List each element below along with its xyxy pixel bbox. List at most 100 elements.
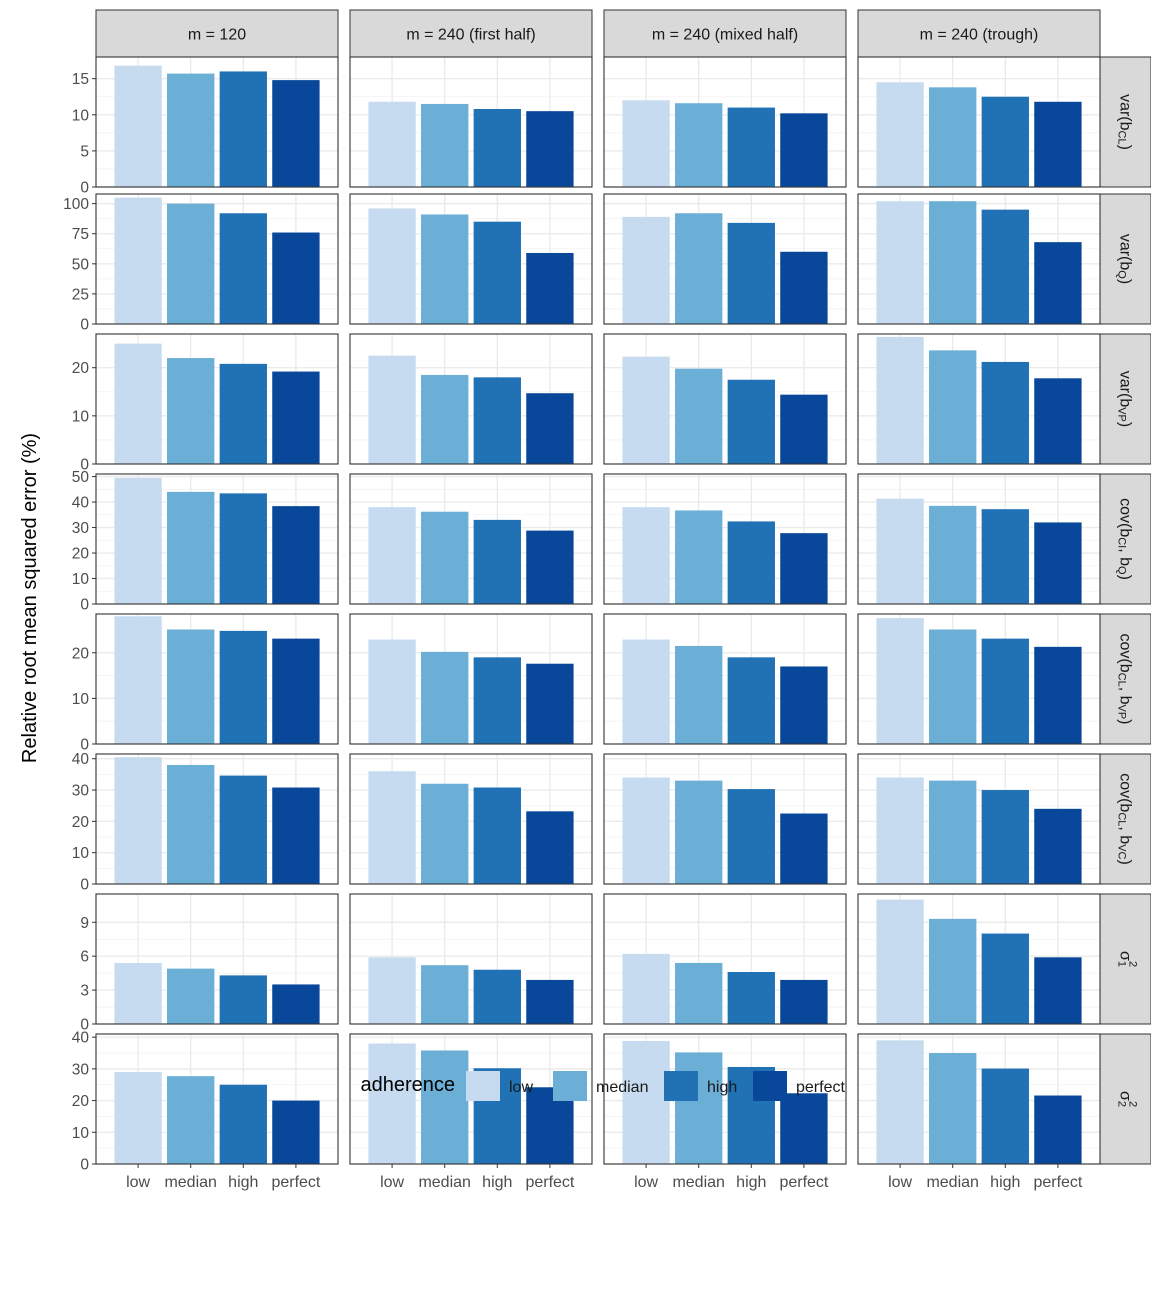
bar-cov-b-cl-b-vc-col4-perfect — [1034, 808, 1082, 884]
y-tick-label: 50 — [72, 469, 90, 486]
panel-r7-c1 — [95, 893, 339, 1025]
bar-var-b-q-col2-low — [368, 208, 416, 324]
bar-var-b-cl-col3-low — [622, 100, 670, 187]
panel-border — [603, 1033, 847, 1165]
y-tick-label: 0 — [80, 1157, 89, 1174]
panel-border — [349, 893, 593, 1025]
bar-cov-b-cl-b-vc-col3-high — [727, 789, 775, 884]
x-tick-label-high: high — [482, 1174, 512, 1191]
row-strip-bg — [1099, 753, 1151, 885]
bar-var-b-vp-col4-median — [929, 350, 977, 464]
y-axis-row-6: 0 10 20 30 40 — [72, 751, 96, 894]
panel-r5-c1 — [95, 613, 339, 745]
bar-var-b-vp-col1-median — [167, 358, 215, 464]
row-strip-label-part: , b — [1117, 548, 1134, 566]
bar-cov-b-cl-b-vc-col1-high — [219, 775, 267, 884]
bar-var-b-vp-col3-high — [727, 379, 775, 464]
legend-label-median: median — [596, 1079, 648, 1096]
row-strip-label-part: var(b — [1117, 371, 1134, 408]
bar-cov-b-cl-b-vc-col4-high — [981, 790, 1029, 884]
y-tick-label: 40 — [72, 495, 90, 512]
panel-r4-c4 — [857, 473, 1101, 605]
bar-var-b-cl-col4-perfect — [1034, 101, 1082, 187]
bar-cov-b-cl-b-vp-col4-perfect — [1034, 646, 1082, 744]
x-tick-label-perfect: perfect — [779, 1174, 828, 1191]
panel-r2-c3 — [603, 193, 847, 325]
row-strip-label-part: VP — [1116, 704, 1128, 719]
row-strip-label-part: ) — [1117, 859, 1134, 864]
column-strip-bg — [349, 9, 593, 58]
bar-2-col3-perfect — [780, 1093, 828, 1164]
x-tick-label-perfect: perfect — [525, 1174, 574, 1191]
row-strip-label-part: CI — [1116, 537, 1128, 548]
bar-1-col4-perfect — [1034, 957, 1082, 1024]
row-strip-bg — [1099, 333, 1151, 465]
y-tick-label: 0 — [80, 877, 89, 894]
y-tick-label: 10 — [72, 408, 90, 425]
bar-cov-b-ci-b-q-col2-median — [421, 511, 469, 604]
bar-cov-b-cl-b-vp-col2-low — [368, 639, 416, 744]
bar-2-col4-median — [929, 1053, 977, 1164]
y-axis-row-1: 0 5 10 15 — [72, 71, 96, 197]
row-strip-bg — [1099, 1033, 1151, 1165]
y-tick-label: 30 — [72, 1061, 90, 1078]
bar-cov-b-ci-b-q-col3-high — [727, 521, 775, 604]
panel-r1-c4 — [857, 56, 1101, 188]
bar-1-col2-perfect — [526, 979, 574, 1024]
bar-cov-b-cl-b-vc-col1-median — [167, 764, 215, 884]
bar-var-b-vp-col3-median — [675, 368, 723, 464]
y-tick-label: 40 — [72, 1030, 90, 1047]
bar-var-b-cl-col4-low — [876, 82, 924, 187]
bar-var-b-cl-col1-median — [167, 73, 215, 187]
y-axis-row-5: 0 10 20 — [72, 645, 96, 754]
bar-cov-b-cl-b-vc-col2-low — [368, 771, 416, 884]
legend-item-low: low — [466, 1071, 533, 1101]
bar-cov-b-ci-b-q-col2-perfect — [526, 530, 574, 604]
row-strip-bg — [1099, 613, 1151, 745]
bar-var-b-vp-col3-perfect — [780, 394, 828, 464]
column-strip-label: m = 120 — [188, 27, 246, 44]
row-strip-label-part: σ — [1117, 951, 1134, 961]
column-strip-label: m = 240 (trough) — [920, 27, 1039, 44]
panel-r4-c1 — [95, 473, 339, 605]
bar-var-b-vp-col2-low — [368, 355, 416, 464]
bar-2-col3-low — [622, 1040, 670, 1164]
panel-r3-c4 — [857, 333, 1101, 465]
row-strip-label-part: 2 — [1116, 1101, 1128, 1107]
y-tick-label: 10 — [72, 845, 90, 862]
panel-border — [857, 613, 1101, 745]
row-strip-label-part: 2 — [1127, 1101, 1139, 1107]
row-strip-5: cov(bCL, bVP) — [1099, 613, 1151, 745]
panel-r5-c2 — [349, 613, 593, 745]
column-strip-1: m = 120 — [95, 9, 339, 58]
legend-label-perfect: perfect — [796, 1079, 845, 1096]
bar-cov-b-cl-b-vc-col3-perfect — [780, 813, 828, 884]
bar-var-b-cl-col2-high — [473, 109, 521, 187]
panel-border — [95, 613, 339, 745]
bar-cov-b-ci-b-q-col2-low — [368, 507, 416, 604]
panel-r1-c1 — [95, 56, 339, 188]
x-tick-label-high: high — [228, 1174, 258, 1191]
row-strip-label-part: ) — [1117, 422, 1134, 427]
bar-var-b-q-col3-perfect — [780, 251, 828, 324]
x-tick-label-low: low — [634, 1174, 658, 1191]
y-tick-label: 20 — [72, 645, 90, 662]
panel-r8-c1 — [95, 1033, 339, 1165]
bar-var-b-cl-col1-low — [114, 65, 162, 187]
bar-cov-b-ci-b-q-col3-perfect — [780, 533, 828, 604]
row-strip-8: σ22 — [1099, 1033, 1151, 1165]
y-tick-label: 9 — [80, 915, 89, 932]
x-tick-label-low: low — [380, 1174, 404, 1191]
bar-cov-b-cl-b-vp-col1-median — [167, 629, 215, 744]
panel-border — [349, 753, 593, 885]
y-tick-label: 0 — [80, 737, 89, 754]
y-tick-label: 75 — [72, 226, 89, 243]
legend-key-high — [664, 1071, 698, 1101]
bar-cov-b-cl-b-vp-col3-perfect — [780, 666, 828, 744]
legend-key-perfect — [753, 1071, 787, 1101]
row-strip-label-part: cov(b — [1117, 498, 1134, 537]
panel-border — [603, 333, 847, 465]
panel-border — [95, 1033, 339, 1165]
y-tick-label: 20 — [72, 814, 90, 831]
bar-var-b-vp-col4-low — [876, 336, 924, 464]
